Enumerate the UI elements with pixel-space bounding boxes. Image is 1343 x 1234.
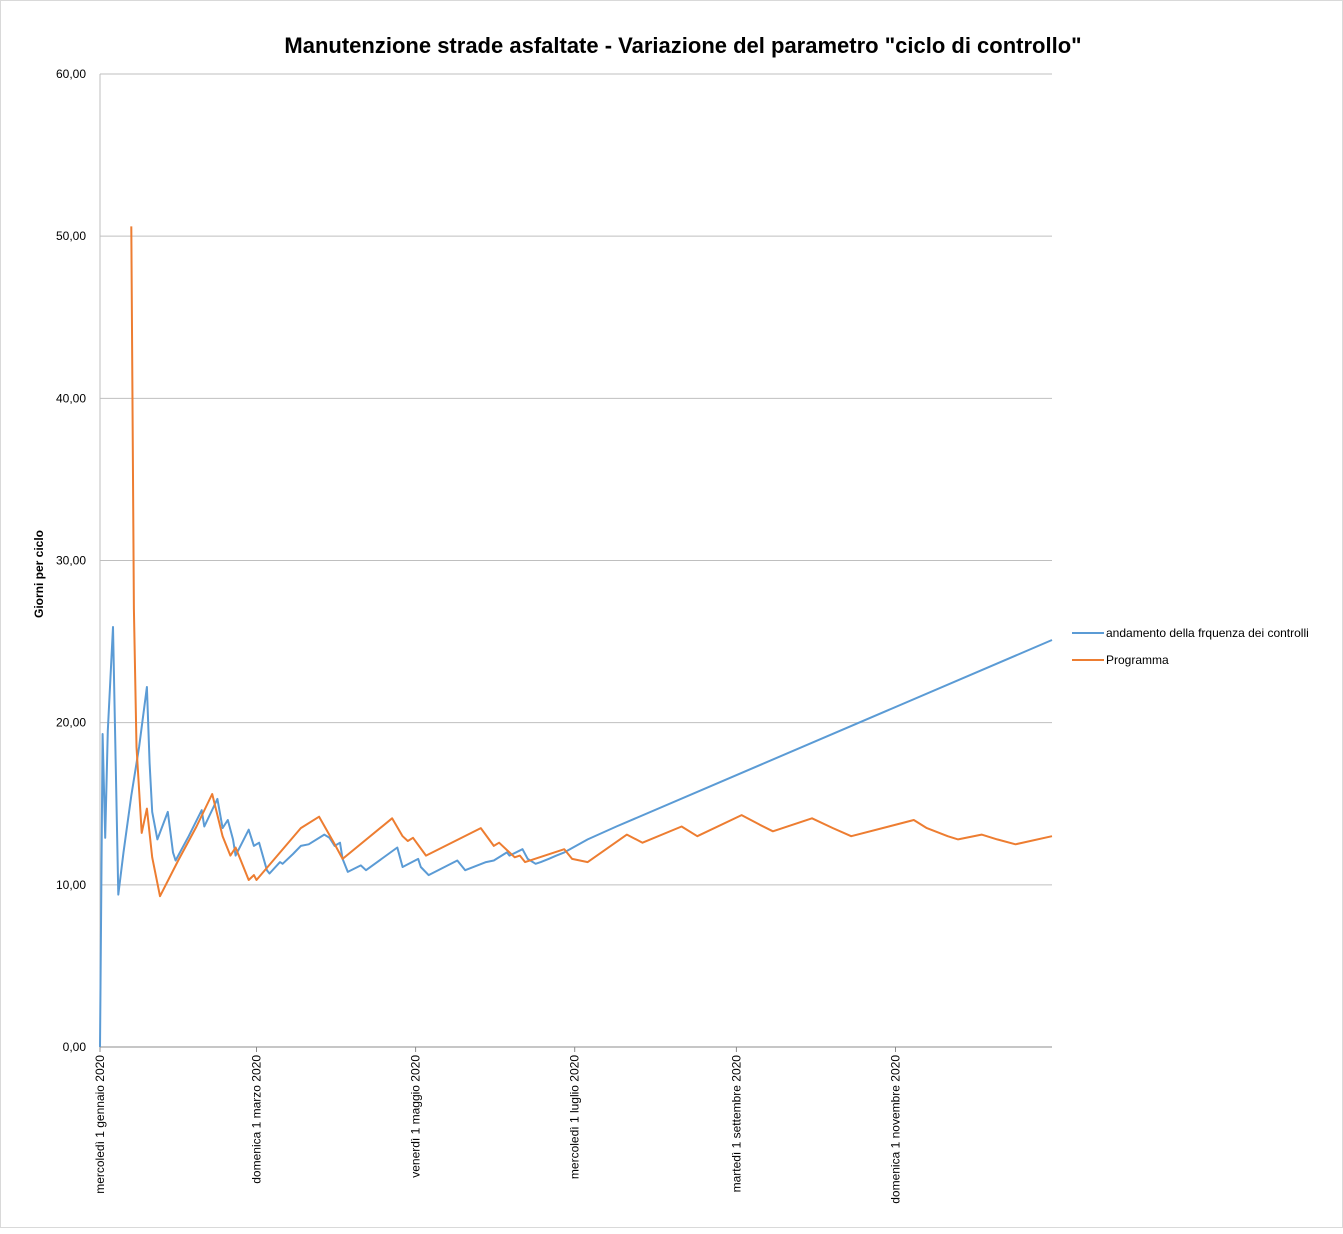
x-tick-label: domenica 1 novembre 2020 <box>889 1055 903 1204</box>
series-lines <box>99 226 1053 1048</box>
legend-label: andamento della frquenza dei controlli <box>1106 626 1309 640</box>
axes: 0,00 10,00 20,00 30,00 40,00 50,00 60,00 mercol… <box>56 67 1052 1204</box>
y-axis-label: Giorni per ciclo <box>32 530 46 618</box>
y-tick-label: 20,00 <box>56 716 86 730</box>
gridlines <box>100 73 1052 886</box>
y-tick-label: 30,00 <box>56 554 86 568</box>
y-tick-label: 40,00 <box>56 391 86 405</box>
series-line-andamento <box>99 626 1053 1048</box>
x-tick-label: mercoledì 1 gennaio 2020 <box>93 1055 107 1194</box>
y-tick-label: 60,00 <box>56 67 86 81</box>
chart-title: Manutenzione strade asfaltate - Variazio… <box>284 33 1081 58</box>
y-tick-label: 0,00 <box>63 1040 87 1054</box>
x-tick-label: venerdì 1 maggio 2020 <box>409 1055 423 1178</box>
legend-label: Programma <box>1106 653 1169 667</box>
legend: andamento della frquenza dei controlli Pr… <box>1072 626 1309 667</box>
x-tick-label: martedì 1 settembre 2020 <box>729 1055 743 1193</box>
y-tick-label: 10,00 <box>56 878 86 892</box>
y-tick-label: 50,00 <box>56 229 86 243</box>
x-tick-label: mercoledì 1 luglio 2020 <box>568 1055 582 1179</box>
x-tick-label: domenica 1 marzo 2020 <box>249 1055 263 1184</box>
series-line-programma <box>130 226 1053 898</box>
